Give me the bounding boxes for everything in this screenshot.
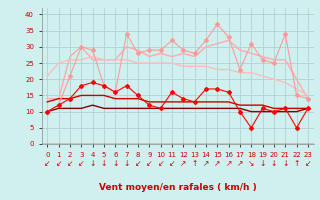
Text: ↙: ↙ xyxy=(44,160,51,168)
Text: ↑: ↑ xyxy=(293,160,300,168)
Text: ↑: ↑ xyxy=(191,160,198,168)
Text: ↙: ↙ xyxy=(146,160,152,168)
Text: ↓: ↓ xyxy=(282,160,288,168)
Text: ↗: ↗ xyxy=(214,160,220,168)
Text: ↙: ↙ xyxy=(157,160,164,168)
Text: ↙: ↙ xyxy=(55,160,62,168)
Text: ↓: ↓ xyxy=(271,160,277,168)
Text: ↘: ↘ xyxy=(248,160,254,168)
Text: ↓: ↓ xyxy=(112,160,118,168)
Text: ↙: ↙ xyxy=(305,160,311,168)
Text: ↙: ↙ xyxy=(135,160,141,168)
Text: ↓: ↓ xyxy=(124,160,130,168)
Text: ↗: ↗ xyxy=(225,160,232,168)
Text: Vent moyen/en rafales ( km/h ): Vent moyen/en rafales ( km/h ) xyxy=(99,183,256,192)
Text: ↓: ↓ xyxy=(260,160,266,168)
Text: ↗: ↗ xyxy=(203,160,209,168)
Text: ↙: ↙ xyxy=(169,160,175,168)
Text: ↗: ↗ xyxy=(237,160,243,168)
Text: ↗: ↗ xyxy=(180,160,187,168)
Text: ↙: ↙ xyxy=(67,160,73,168)
Text: ↙: ↙ xyxy=(78,160,84,168)
Text: ↓: ↓ xyxy=(89,160,96,168)
Text: ↓: ↓ xyxy=(101,160,107,168)
